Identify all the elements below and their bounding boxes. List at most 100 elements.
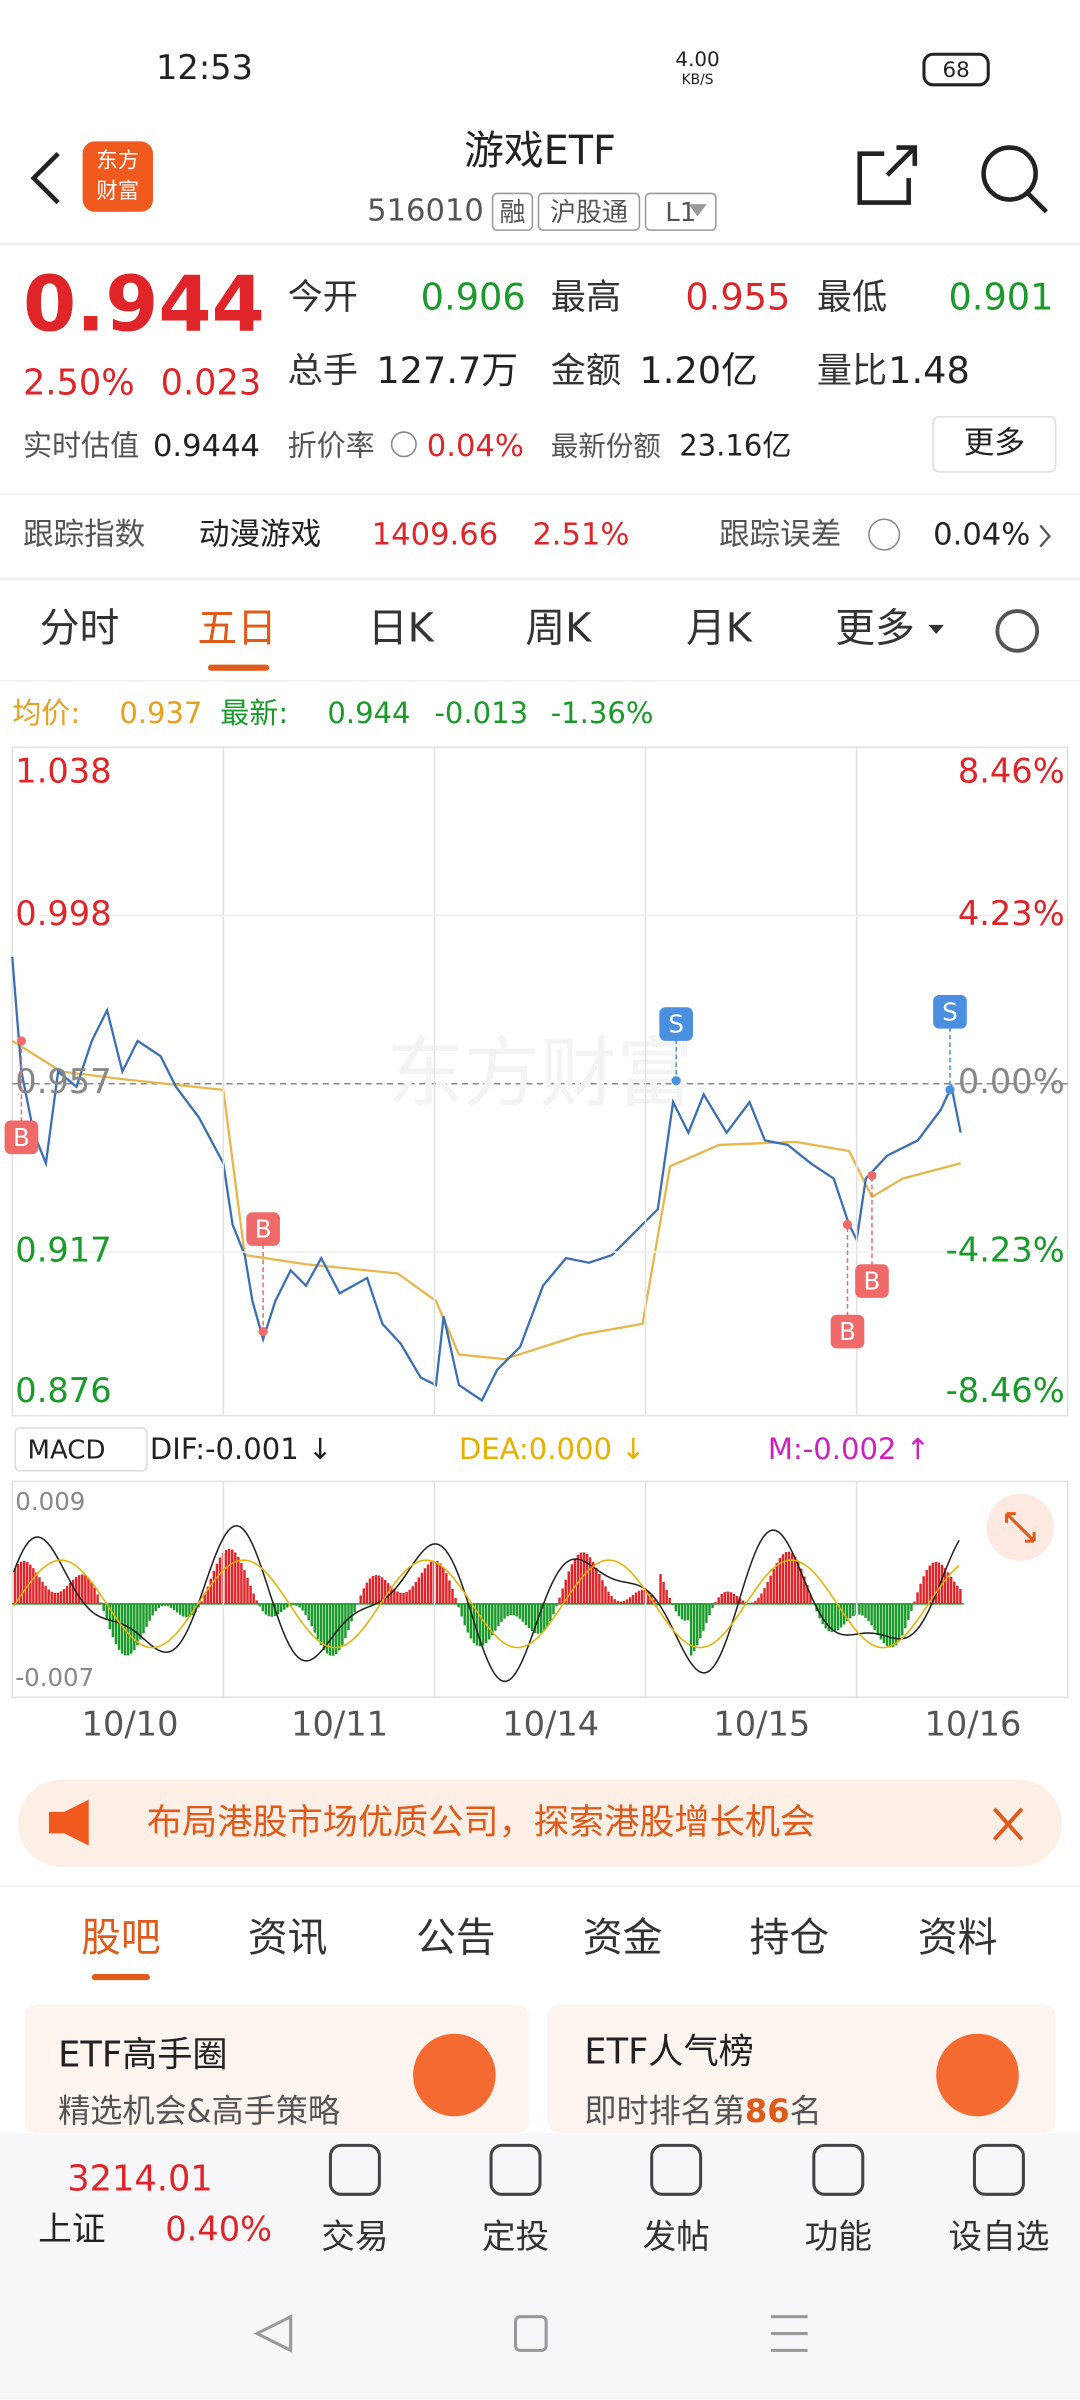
divider bbox=[0, 242, 1080, 246]
macd-bar bbox=[142, 1603, 145, 1634]
nav-icon[interactable] bbox=[812, 2143, 865, 2196]
macd-bar bbox=[157, 1603, 161, 1608]
section-tab[interactable]: 资金 bbox=[583, 1915, 663, 1961]
macd-bar bbox=[56, 1592, 60, 1604]
macd-bar bbox=[497, 1603, 500, 1627]
card[interactable] bbox=[24, 2004, 530, 2134]
index-name: 上证 bbox=[38, 2210, 105, 2249]
section-tab[interactable]: 股吧 bbox=[81, 1915, 161, 1961]
nav-icon[interactable] bbox=[650, 2143, 703, 2196]
macd-bar bbox=[738, 1598, 742, 1604]
sys-home[interactable] bbox=[513, 2315, 548, 2352]
tab[interactable]: 周K bbox=[525, 605, 592, 651]
price-line bbox=[11, 956, 962, 1403]
chart-frame bbox=[11, 746, 1069, 1417]
marker-dot bbox=[671, 1076, 681, 1086]
macd-bar bbox=[494, 1603, 497, 1631]
nav-icon[interactable] bbox=[972, 2143, 1025, 2196]
info[interactable] bbox=[868, 518, 901, 551]
time: 12:53 bbox=[156, 48, 253, 87]
nav-icon[interactable] bbox=[489, 2143, 542, 2196]
macd-bar bbox=[380, 1577, 384, 1604]
macd-bar bbox=[781, 1554, 785, 1604]
macd-bar bbox=[252, 1593, 255, 1604]
y-right-label: -8.46% bbox=[946, 1371, 1065, 1410]
tabs: 分时 五日 日K 周K 月K 更多 bbox=[40, 605, 944, 651]
macd-bar bbox=[928, 1565, 932, 1604]
tab[interactable]: 五日 bbox=[197, 605, 277, 651]
macd-bar bbox=[647, 1591, 650, 1604]
nav-icon[interactable] bbox=[328, 2143, 381, 2196]
field-value: 0.906 bbox=[421, 275, 526, 318]
macd-bar bbox=[163, 1603, 167, 1606]
section-tab[interactable]: 持仓 bbox=[750, 1915, 830, 1961]
macd-bar bbox=[203, 1594, 206, 1604]
macd-bar bbox=[475, 1603, 479, 1646]
arrow bbox=[1039, 524, 1051, 548]
settings[interactable] bbox=[995, 609, 1040, 653]
tab[interactable]: 日K bbox=[368, 605, 435, 651]
tab[interactable]: 月K bbox=[686, 605, 753, 651]
macd-bar bbox=[16, 1564, 20, 1604]
tab[interactable]: 更多 bbox=[835, 605, 915, 651]
section-tab[interactable]: 资料 bbox=[918, 1915, 998, 1961]
section-tab[interactable]: 公告 bbox=[416, 1915, 496, 1961]
marker-dot bbox=[945, 1085, 955, 1095]
logo[interactable] bbox=[82, 141, 153, 212]
macd-bar bbox=[53, 1592, 56, 1604]
macd-bar bbox=[270, 1603, 274, 1617]
banner[interactable] bbox=[18, 1779, 1062, 1867]
date: 10/10 bbox=[82, 1705, 179, 1744]
macd-bar bbox=[598, 1573, 601, 1604]
nav-label: 交易 bbox=[321, 2217, 388, 2256]
card-sub: 精选机会&高手策略 bbox=[58, 2092, 340, 2130]
share[interactable] bbox=[857, 145, 918, 205]
macd-bar bbox=[68, 1582, 72, 1604]
more-button[interactable] bbox=[932, 416, 1057, 473]
macd-bar bbox=[460, 1603, 463, 1617]
sys-back[interactable] bbox=[253, 2314, 293, 2353]
dropdown[interactable] bbox=[688, 204, 707, 217]
macd-bar bbox=[74, 1576, 78, 1604]
macd-bar bbox=[87, 1577, 90, 1604]
macd-bar bbox=[175, 1603, 179, 1613]
tab-caret bbox=[928, 624, 944, 634]
macd-select[interactable] bbox=[14, 1427, 148, 1472]
macd-bar bbox=[29, 1564, 32, 1604]
card[interactable] bbox=[547, 2004, 1056, 2134]
macd-bar bbox=[919, 1583, 922, 1604]
field-label: 量比 bbox=[817, 350, 887, 391]
back[interactable] bbox=[30, 152, 60, 205]
card-title: ETF高手圈 bbox=[58, 2035, 227, 2076]
close[interactable] bbox=[992, 1807, 1024, 1841]
macd-bar bbox=[96, 1594, 99, 1604]
info[interactable] bbox=[390, 431, 417, 458]
macd-bar bbox=[610, 1596, 613, 1604]
macd-bar bbox=[362, 1588, 365, 1604]
macd-bar bbox=[760, 1593, 763, 1604]
macd-bar bbox=[166, 1603, 170, 1607]
tag: 融 bbox=[499, 198, 525, 228]
divider bbox=[0, 679, 1080, 682]
macd-bar bbox=[634, 1592, 638, 1604]
macd-bottom: -0.007 bbox=[15, 1663, 94, 1692]
track-index: 动漫游戏 bbox=[199, 518, 321, 553]
macd-bar bbox=[102, 1603, 105, 1612]
macd-bar bbox=[402, 1592, 405, 1604]
tab[interactable]: 分时 bbox=[40, 605, 120, 651]
macd-bar bbox=[261, 1603, 265, 1612]
macd-bar bbox=[717, 1597, 720, 1604]
index-pct: 0.40% bbox=[165, 2210, 272, 2249]
section-tab[interactable]: 资讯 bbox=[248, 1915, 328, 1961]
field-label: 最高 bbox=[551, 277, 621, 318]
marker: B bbox=[13, 1123, 30, 1152]
macd-bar bbox=[206, 1586, 209, 1604]
macd-bar bbox=[821, 1603, 824, 1625]
price: 0.944 bbox=[23, 261, 265, 350]
macd-bar bbox=[561, 1588, 564, 1604]
sys-menu[interactable] bbox=[770, 2315, 808, 2352]
macd-bar bbox=[573, 1558, 577, 1604]
search[interactable] bbox=[981, 145, 1038, 202]
macd-bar bbox=[595, 1567, 598, 1604]
macd-bar bbox=[481, 1603, 485, 1646]
